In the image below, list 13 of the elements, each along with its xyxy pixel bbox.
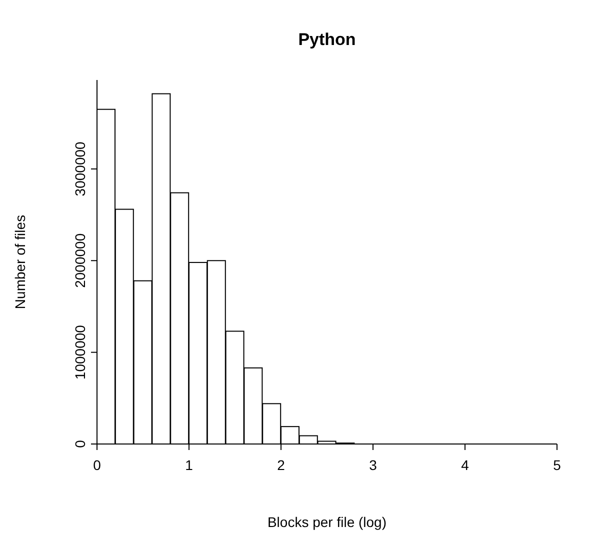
x-axis-title: Blocks per file (log) [267,514,387,530]
y-tick-label: 2000000 [72,233,88,288]
y-axis-title: Number of files [12,214,28,310]
x-tick-label: 1 [185,456,194,473]
chart-title: Python [297,30,357,50]
y-tick-label: 0 [72,440,88,448]
x-tick-label: 0 [93,456,102,473]
x-tick-label: 5 [553,456,562,473]
x-tick-label: 4 [461,456,470,473]
y-tick-label: 3000000 [72,141,88,196]
x-tick-label: 3 [369,456,378,473]
y-tick-label: 1000000 [72,324,88,380]
x-tick-label: 2 [277,456,286,473]
